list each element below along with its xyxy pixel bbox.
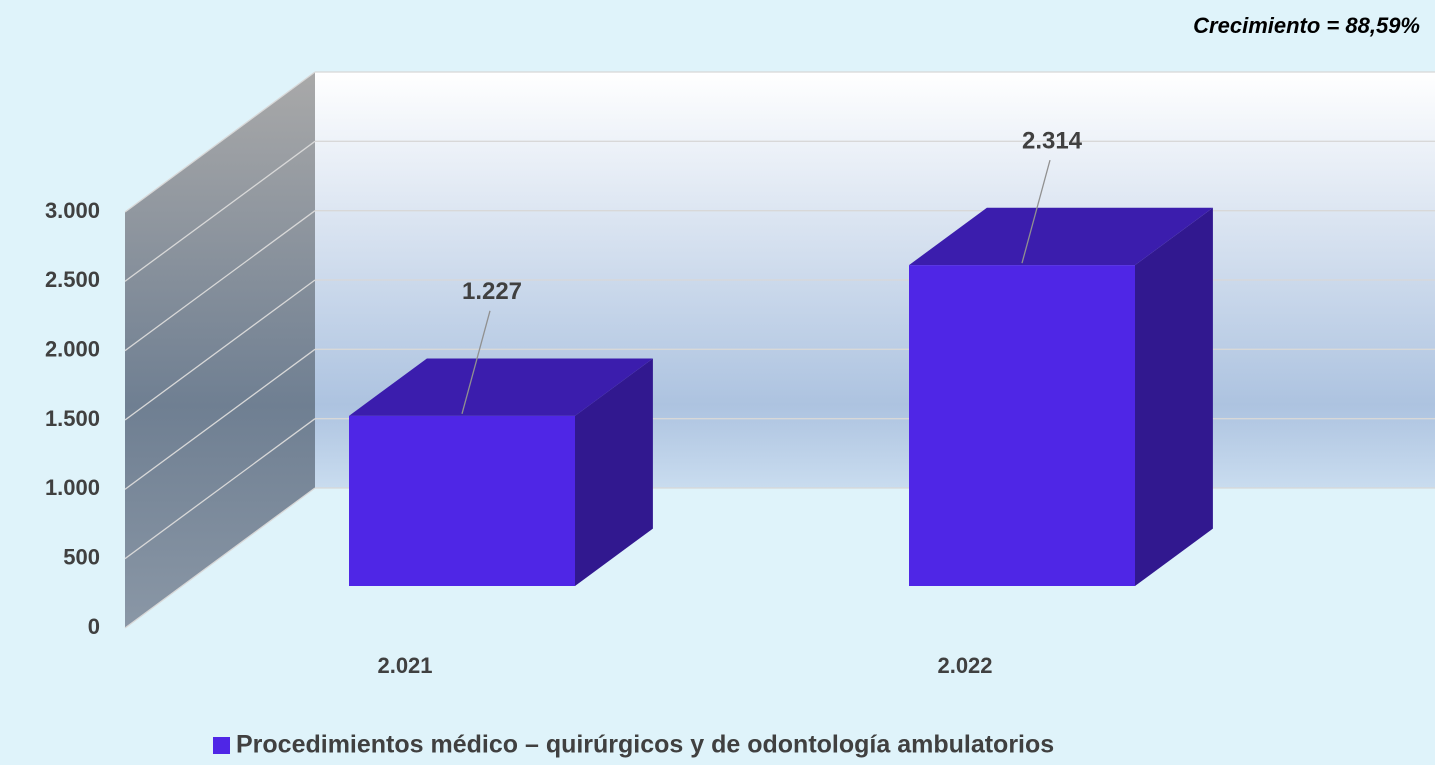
value-label: 2.314 [1022,127,1083,154]
leader-line [1021,159,1051,264]
bar [909,265,1135,586]
walls [124,71,1435,629]
x-tick-label: 2.021 [377,653,432,678]
bar [349,415,575,586]
grid-line [124,140,316,282]
grid-line [124,348,316,490]
bar-side [575,358,653,586]
y-tick-label: 1.000 [45,475,100,500]
grid-line [124,487,316,629]
leader-line [461,310,491,415]
y-tick-label: 1.500 [45,406,100,431]
annotation: Crecimiento = 88,59% [1193,13,1420,38]
grid-line [124,418,316,560]
value-label: 1.227 [462,278,522,305]
y-tick-label: 3.000 [45,198,100,223]
bar-top [909,207,1213,266]
y-tick-label: 0 [88,614,100,639]
bar-side [1135,207,1213,586]
grid-line [124,210,316,352]
y-tick-label: 500 [63,544,100,569]
grid-line [124,279,316,421]
legend-label: Procedimientos médico – quirúrgicos y de… [236,731,1054,759]
legend-swatch [213,737,230,754]
x-tick-label: 2.022 [937,653,992,678]
y-tick-label: 2.000 [45,336,100,361]
bar-top [349,358,653,416]
grid-line [124,71,316,213]
y-tick-label: 2.500 [45,267,100,292]
